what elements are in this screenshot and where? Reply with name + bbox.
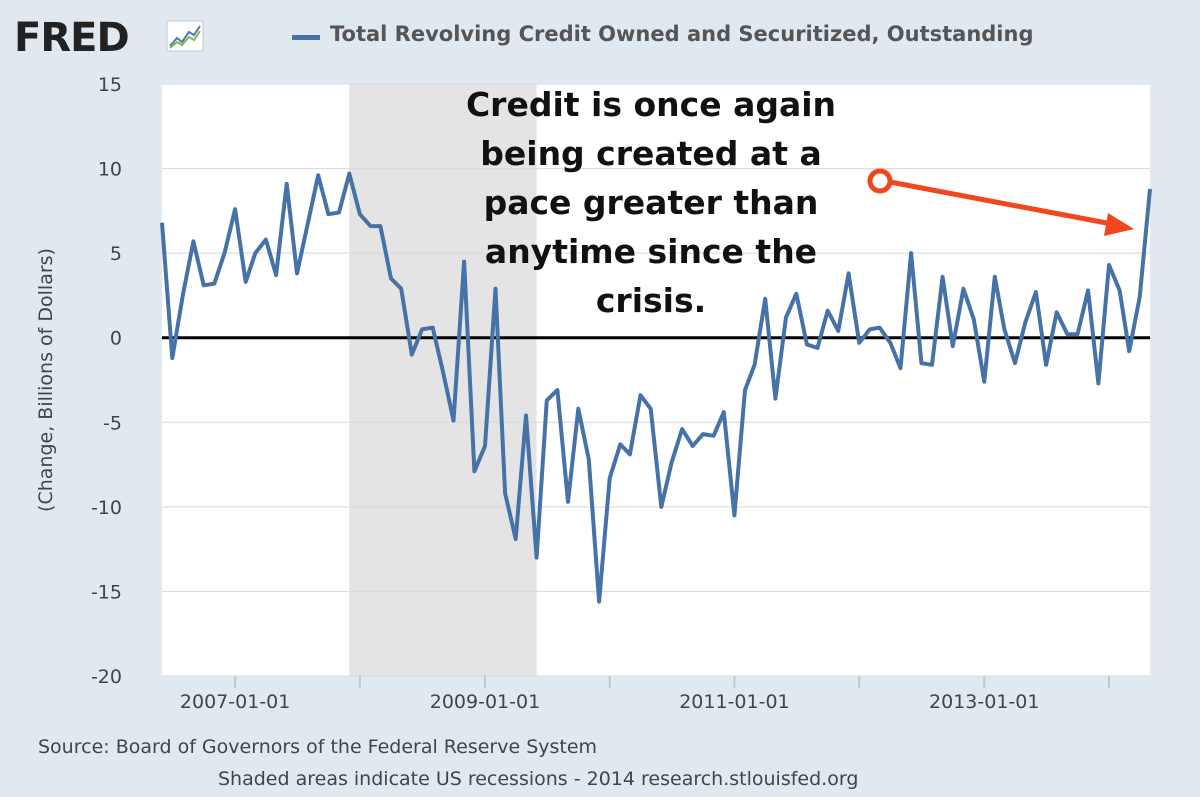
annotation-line: being created at a bbox=[480, 134, 821, 173]
y-tick-label: 15 bbox=[98, 74, 122, 96]
annotation-line: crisis. bbox=[596, 281, 706, 320]
x-tick-label: 2009-01-01 bbox=[430, 691, 540, 713]
line-chart-icon bbox=[166, 20, 204, 52]
annotation-line: anytime since the bbox=[485, 232, 817, 271]
source-note: Source: Board of Governors of the Federa… bbox=[38, 736, 598, 758]
x-tick-label: 2007-01-01 bbox=[180, 691, 290, 713]
annotation-line: pace greater than bbox=[484, 183, 819, 222]
annotation-arrow bbox=[889, 179, 1113, 227]
y-axis-label: (Change, Billions of Dollars) bbox=[35, 248, 57, 512]
y-tick-label: -20 bbox=[91, 666, 122, 688]
y-tick-label: -5 bbox=[103, 412, 122, 434]
annotation-line: Credit is once again bbox=[466, 85, 836, 124]
y-tick-label: 0 bbox=[110, 328, 122, 350]
y-tick-label: 5 bbox=[110, 243, 122, 265]
y-tick-label: -10 bbox=[91, 497, 122, 519]
x-tick-label: 2011-01-01 bbox=[679, 691, 789, 713]
annotation-marker bbox=[867, 168, 893, 194]
y-tick-label: 10 bbox=[98, 159, 122, 181]
x-tick-label: 2013-01-01 bbox=[929, 691, 1039, 713]
legend-series-name: Total Revolving Credit Owned and Securit… bbox=[330, 22, 1034, 46]
fred-logo: FRED bbox=[14, 15, 130, 61]
series-line bbox=[160, 171, 1152, 604]
y-tick-label: -15 bbox=[91, 581, 122, 603]
recession-note: Shaded areas indicate US recessions - 20… bbox=[218, 768, 859, 790]
annotation-arrowhead bbox=[1104, 213, 1134, 236]
legend-swatch bbox=[292, 35, 320, 40]
